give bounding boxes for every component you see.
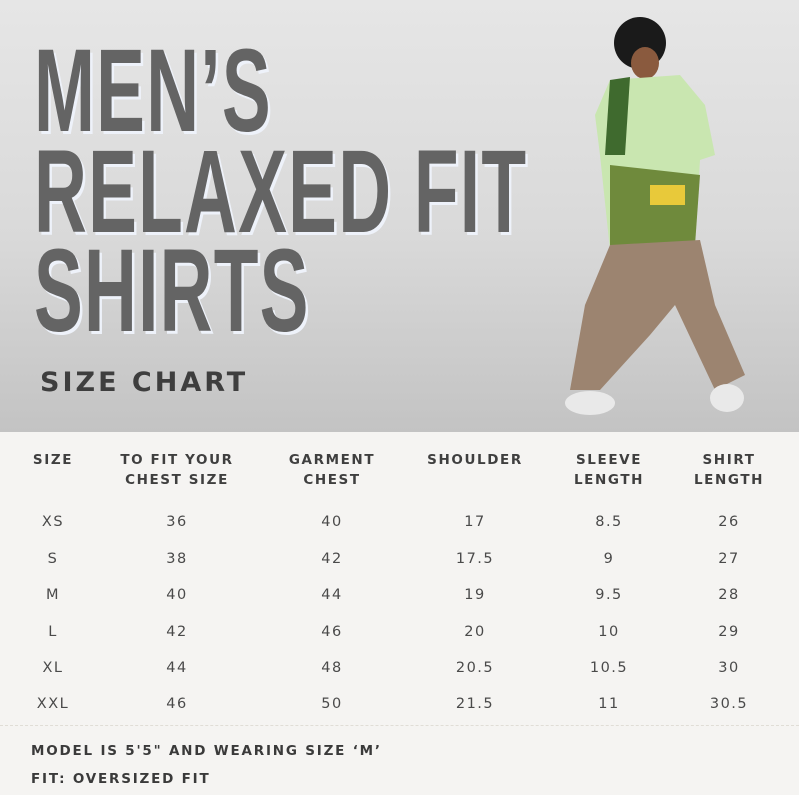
table-cell: S (47, 551, 59, 567)
header-sleeve-length: SLEEVE LENGTH (573, 452, 645, 488)
header-garment-chest: GARMENT CHEST (288, 452, 376, 488)
table-cell: 38 (166, 551, 188, 567)
table-cell: 9 (603, 551, 615, 567)
hero-banner: MEN’S RELAXED FIT SHIRTS SIZE CHART (0, 0, 799, 432)
table-cell: L (48, 624, 58, 640)
table-cell: 44 (166, 660, 188, 676)
table-cell: 48 (321, 660, 343, 676)
table-cell: 10.5 (589, 660, 629, 676)
table-cell: 42 (166, 624, 188, 640)
table-cell: 40 (166, 587, 188, 603)
table-cell: 30.5 (709, 696, 749, 712)
table-cell: 44 (321, 587, 343, 603)
table-cell: 8.5 (595, 514, 623, 530)
table-cell: 17 (464, 514, 486, 530)
header-chest-size: TO FIT YOUR CHEST SIZE (120, 452, 234, 488)
table-cell: XXL (36, 696, 70, 712)
table-cell: 19 (464, 587, 486, 603)
table-cell: XL (42, 660, 64, 676)
subtitle: SIZE CHART (40, 367, 249, 398)
table-cell: 28 (718, 587, 740, 603)
model-photo (565, 17, 745, 415)
fit-note: FIT: OVERSIZED FIT (31, 771, 211, 787)
table-cell: 30 (718, 660, 740, 676)
table-cell: 29 (718, 624, 740, 640)
table-cell: 26 (718, 514, 740, 530)
divider (0, 725, 799, 726)
header-shirt-length: SHIRT LENGTH (693, 452, 765, 488)
table-cell: 36 (166, 514, 188, 530)
table-cell: 20 (464, 624, 486, 640)
header-shoulder: SHOULDER (427, 452, 523, 468)
table-cell: 50 (321, 696, 343, 712)
table-cell: 27 (718, 551, 740, 567)
table-cell: XS (41, 514, 65, 530)
title-line-2: RELAXED FIT (34, 126, 528, 258)
table-cell: M (45, 587, 61, 603)
table-cell: 9.5 (595, 587, 623, 603)
table-cell: 40 (321, 514, 343, 530)
title-line-3: SHIRTS (34, 225, 310, 357)
table-cell: 42 (321, 551, 343, 567)
title-line-1: MEN’S (34, 25, 272, 157)
table-cell: 11 (598, 696, 620, 712)
table-cell: 10 (598, 624, 620, 640)
table-cell: 20.5 (455, 660, 495, 676)
table-cell: 46 (321, 624, 343, 640)
header-size: SIZE (32, 452, 74, 468)
model-note: MODEL IS 5'5" AND WEARING SIZE ‘M’ (31, 743, 382, 759)
table-cell: 46 (166, 696, 188, 712)
table-cell: 21.5 (455, 696, 495, 712)
table-cell: 17.5 (455, 551, 495, 567)
